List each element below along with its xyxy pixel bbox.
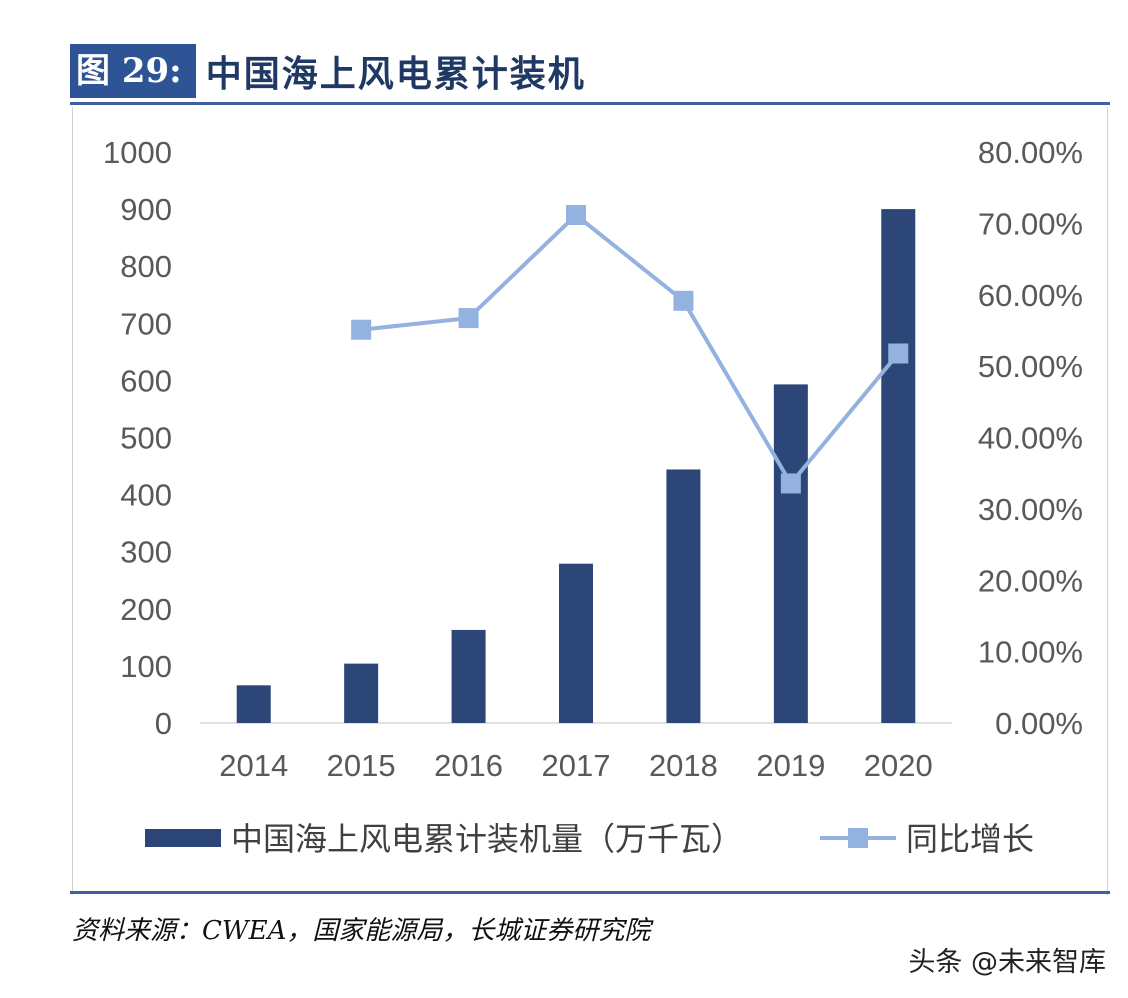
legend-line-marker — [848, 828, 868, 848]
left-tick-label: 500 — [120, 421, 172, 456]
x-tick-label: 2017 — [542, 748, 611, 783]
growth-marker-2018 — [673, 290, 694, 311]
source-note: 资料来源：CWEA，国家能源局，长城证券研究院 — [72, 916, 651, 946]
left-tick-label: 400 — [120, 478, 172, 513]
x-tick-label: 2019 — [756, 748, 825, 783]
left-tick-label: 1000 — [103, 135, 172, 170]
right-tick-label: 70.00% — [978, 206, 1083, 241]
right-tick-label: 30.00% — [978, 492, 1083, 527]
left-tick-label: 700 — [120, 306, 172, 341]
left-tick-label: 0 — [155, 706, 172, 741]
top-rule — [70, 102, 1110, 105]
line-series — [351, 205, 909, 494]
figure-label: 图 29: — [70, 44, 196, 98]
x-axis-ticks: 2014 2015 2016 2017 2018 2019 2020 — [219, 748, 933, 783]
right-tick-label: 0.00% — [995, 706, 1083, 741]
legend-bar-swatch — [145, 829, 221, 847]
x-tick-label: 2015 — [327, 748, 396, 783]
left-tick-label: 800 — [120, 249, 172, 284]
bar-series — [236, 209, 916, 724]
growth-marker-2020 — [888, 343, 909, 364]
bar-2017 — [559, 563, 593, 723]
x-tick-label: 2014 — [219, 748, 288, 783]
left-axis-ticks: 0 100 200 300 400 500 600 700 800 900 1000 — [103, 135, 172, 741]
bar-2015 — [344, 663, 379, 723]
bar-2018 — [666, 469, 701, 723]
bar-2014 — [236, 685, 271, 723]
right-tick-label: 40.00% — [978, 421, 1083, 456]
left-tick-label: 100 — [120, 649, 172, 684]
growth-marker-2019 — [780, 473, 801, 494]
bar-2019 — [773, 384, 808, 723]
bar-2020 — [881, 209, 916, 724]
right-tick-label: 80.00% — [978, 135, 1083, 170]
left-tick-label: 300 — [120, 535, 172, 570]
left-tick-label: 200 — [120, 592, 172, 627]
right-tick-label: 10.00% — [978, 635, 1083, 670]
growth-line — [360, 213, 900, 486]
growth-marker-2016 — [458, 308, 479, 329]
right-tick-label: 20.00% — [978, 563, 1083, 598]
growth-marker-2017 — [566, 205, 586, 226]
chart-frame — [72, 107, 1108, 895]
left-tick-label: 900 — [120, 192, 172, 227]
watermark: 头条 @未来智库 — [908, 947, 1106, 978]
right-tick-label: 60.00% — [978, 278, 1083, 313]
bottom-rule — [70, 891, 1110, 894]
right-tick-label: 50.00% — [978, 349, 1083, 384]
x-tick-label: 2020 — [864, 748, 933, 783]
right-axis-ticks: 0.00% 10.00% 20.00% 30.00% 40.00% 50.00% 60.00… — [978, 135, 1083, 741]
x-tick-label: 2016 — [434, 748, 503, 783]
growth-marker-2015 — [351, 319, 372, 340]
figure-title-bar: 图 29: 中国海上风电累计装机 — [70, 44, 586, 98]
legend: 中国海上风电累计装机量（万千瓦） 同比增长 — [145, 820, 1034, 858]
figure-title: 中国海上风电累计装机 — [205, 53, 586, 95]
legend-bar-label: 中国海上风电累计装机量（万千瓦） — [231, 820, 743, 858]
bar-2016 — [451, 629, 486, 723]
x-tick-label: 2018 — [649, 748, 718, 783]
left-tick-label: 600 — [120, 363, 172, 398]
legend-line-label: 同比增长 — [906, 820, 1034, 858]
